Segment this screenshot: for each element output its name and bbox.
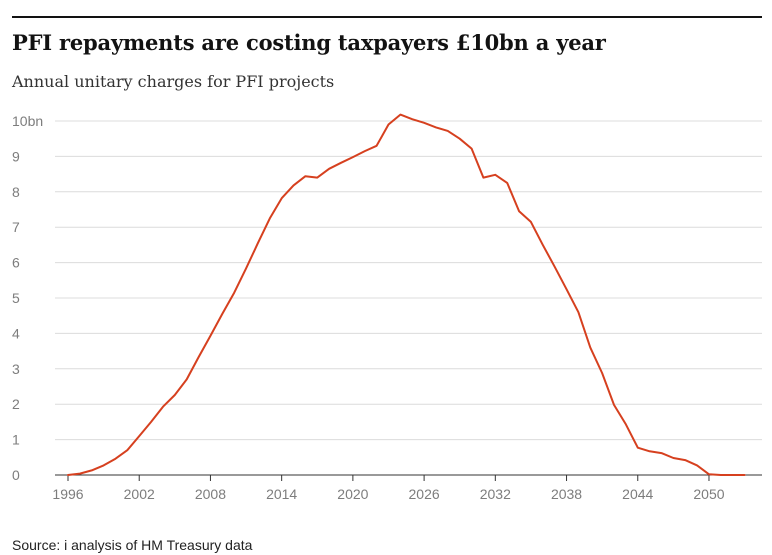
chart-title: PFI repayments are costing taxpayers £10… xyxy=(12,30,606,55)
y-tick-label: 7 xyxy=(12,219,20,235)
x-tick-label: 2020 xyxy=(337,486,368,502)
x-tick-label: 2032 xyxy=(480,486,511,502)
y-tick-label: 10bn xyxy=(12,113,43,129)
y-tick-label: 1 xyxy=(12,432,20,448)
chart-subtitle: Annual unitary charges for PFI projects xyxy=(12,72,335,91)
x-tick-label: 1996 xyxy=(52,486,83,502)
x-tick-label: 2014 xyxy=(266,486,297,502)
x-tick-label: 2002 xyxy=(124,486,155,502)
series-layer xyxy=(67,113,746,476)
y-tick-label: 9 xyxy=(12,148,20,164)
source-note: Source: i analysis of HM Treasury data xyxy=(12,537,253,553)
grid xyxy=(55,120,762,441)
x-tick-label: 2026 xyxy=(409,486,440,502)
y-tick-label: 8 xyxy=(12,184,20,200)
x-tick-label: 2008 xyxy=(195,486,226,502)
x-tick-label: 2038 xyxy=(551,486,582,502)
y-tick-label: 6 xyxy=(12,255,20,271)
y-tick-label: 0 xyxy=(12,467,20,483)
series-line-unitary-charges xyxy=(67,113,746,476)
top-rule xyxy=(12,16,762,18)
x-tick-label: 2050 xyxy=(693,486,724,502)
line-chart: 0 1 2 3 4 5 6 7 8 9 10bn 1996 2002 2008 2014 2020 2026 2… xyxy=(12,113,762,502)
y-tick-label: 5 xyxy=(12,290,20,306)
y-tick-label: 2 xyxy=(12,396,20,412)
y-tick-label: 4 xyxy=(12,325,20,341)
y-axis-labels: 0 1 2 3 4 5 6 7 8 9 10bn xyxy=(12,113,43,483)
x-tick-label: 2044 xyxy=(622,486,653,502)
y-tick-label: 3 xyxy=(12,361,20,377)
x-axis: 1996 2002 2008 2014 2020 2026 2032 2038 2044 2050 xyxy=(52,474,762,502)
